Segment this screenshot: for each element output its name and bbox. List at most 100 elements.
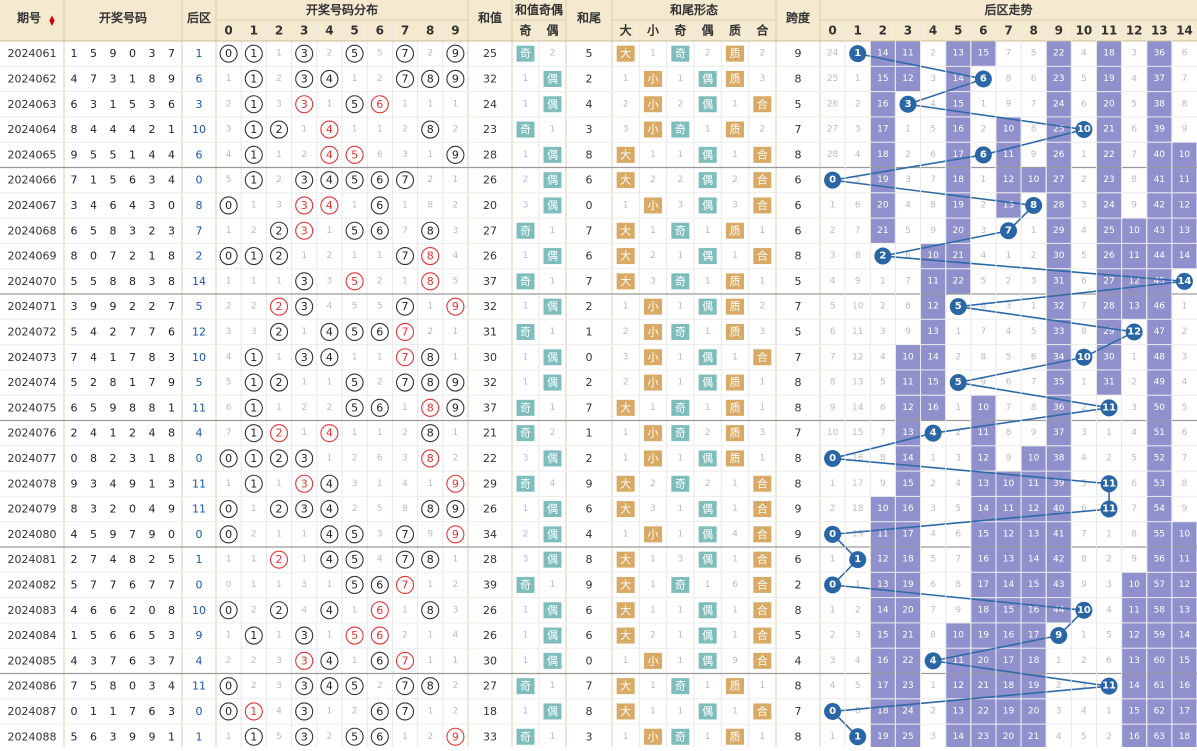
form-badge	[753, 475, 772, 492]
draw-number: 2	[129, 250, 136, 263]
form-badge	[726, 273, 744, 290]
trend-miss: 10	[827, 428, 839, 438]
span-value: 8	[795, 604, 802, 617]
form-miss: 1	[677, 150, 683, 160]
form-miss: 2	[650, 251, 656, 261]
trend-ball	[974, 70, 992, 88]
form-badge-label: 偶	[702, 503, 713, 516]
draw-number: 2	[90, 376, 97, 389]
trend-miss: 2	[905, 150, 911, 160]
draw-number: 4	[90, 427, 97, 440]
back-number: 0	[196, 452, 203, 465]
dist-miss: 1	[377, 428, 383, 438]
trend-miss: 4	[1081, 706, 1087, 716]
form-miss: 2	[650, 631, 656, 641]
draw-number: 7	[129, 351, 136, 364]
dist-miss: 2	[327, 251, 333, 261]
trend-miss: 8	[1182, 479, 1188, 489]
trend-miss: 2	[1081, 175, 1087, 185]
trend-ball	[924, 652, 942, 670]
tail-value: 3	[586, 730, 593, 743]
tail-value: 6	[586, 503, 593, 516]
form-badge	[644, 425, 662, 442]
trend-bar	[971, 41, 996, 66]
dist-ball	[395, 651, 415, 670]
form-badge	[726, 678, 744, 695]
dist-miss: 8	[402, 504, 408, 514]
table-row: 2024084 1 5 6 6 5 3 9 1 1 1 3 1 5 6 2 1 4 26 1 偶 6 大 2 1 偶 1 合 5 2 3 15…	[0, 623, 1197, 649]
trend-bar	[1122, 294, 1147, 319]
form-badge-label: 小	[648, 300, 659, 313]
draw-number: 8	[110, 376, 117, 389]
form-badge-label: 合	[757, 704, 768, 718]
dist-ball	[446, 297, 465, 316]
draw-number: 7	[71, 680, 78, 693]
form-miss: 9	[732, 656, 738, 666]
dist-ball	[320, 601, 339, 620]
dist-ball-digit: 5	[351, 376, 358, 389]
trend-miss: 2	[830, 504, 836, 514]
form-miss: 2	[677, 175, 683, 185]
trend-miss: 1	[930, 681, 936, 691]
draw-number: 3	[110, 730, 117, 743]
dist-ball-digit: 4	[326, 680, 333, 693]
trend-miss: 1	[955, 327, 961, 337]
parity-badge-label: 奇	[520, 427, 531, 440]
trend-miss: 10	[902, 352, 914, 362]
trend-miss: 54	[1154, 504, 1166, 514]
trend-miss: 17	[1028, 631, 1039, 641]
trend-bar	[1096, 218, 1122, 243]
trend-bar	[996, 547, 1021, 572]
trend-bar	[1147, 168, 1172, 193]
trend-miss: 42	[1154, 200, 1165, 210]
trend-ball	[874, 247, 892, 265]
trend-miss: 14	[852, 403, 864, 413]
trend-miss: 3	[1081, 200, 1087, 210]
form-badge	[726, 222, 744, 239]
parity-badge	[543, 298, 562, 315]
draw-number: 3	[129, 452, 136, 465]
draw-number: 8	[149, 351, 156, 364]
trend-miss: 6	[980, 302, 986, 312]
trend-miss: 14	[1003, 580, 1015, 590]
dist-ball	[370, 601, 389, 620]
back-number: 6	[196, 72, 203, 85]
dist-ball	[269, 550, 289, 569]
dist-ball-digit: 6	[376, 199, 383, 212]
draw-number: 0	[129, 680, 136, 693]
header-dist-digit: 5	[350, 24, 358, 38]
parity-badge	[516, 45, 535, 62]
form-badge-label: 偶	[702, 553, 713, 566]
form-badge	[616, 627, 635, 644]
trend-bar	[946, 243, 971, 269]
parity-badge	[543, 96, 562, 113]
header-form-label: 奇	[674, 23, 686, 38]
dist-ball	[395, 702, 415, 721]
trend-miss: 30	[1103, 352, 1115, 362]
form-miss: 1	[732, 631, 738, 641]
trend-miss: 62	[1154, 706, 1165, 716]
trend-miss: 2	[1182, 327, 1188, 337]
trend-bar	[946, 142, 971, 167]
dist-miss: 1	[402, 99, 408, 109]
dist-miss: 2	[453, 200, 459, 210]
form-badge	[671, 45, 690, 62]
draw-number: 6	[129, 654, 136, 667]
tail-value: 9	[586, 477, 593, 490]
header-dist-digit: 4	[325, 24, 333, 38]
trend-miss: 16	[978, 555, 990, 565]
dist-ball	[320, 424, 339, 443]
dist-ball-digit: 0	[225, 47, 232, 60]
parity-badge-label: 偶	[547, 148, 558, 161]
trend-miss: 21	[1103, 125, 1114, 135]
trend-bar	[1172, 168, 1197, 193]
period-cell: 2024084	[8, 629, 57, 642]
draw-number: 7	[110, 250, 117, 263]
form-badge-label: 奇	[675, 325, 686, 338]
parity-badge	[516, 576, 535, 593]
trend-miss: 21	[953, 251, 964, 261]
trend-miss: 6	[830, 327, 836, 337]
form-miss: 3	[650, 276, 656, 286]
dist-ball	[320, 145, 339, 164]
trend-ball	[949, 298, 967, 316]
